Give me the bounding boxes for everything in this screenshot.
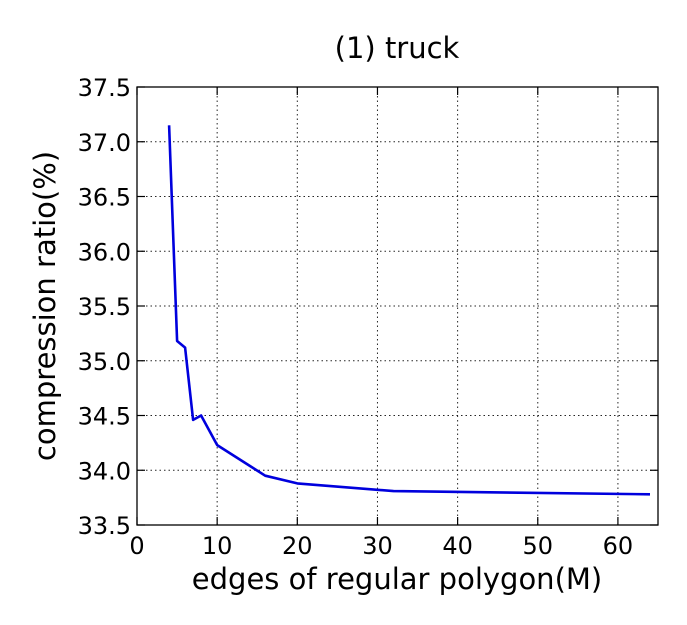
y-tick-label: 36.5 <box>78 184 131 212</box>
y-tick-label: 35.5 <box>78 293 131 321</box>
series-layer <box>167 125 651 496</box>
y-tick-label: 34.5 <box>78 403 131 431</box>
x-tick-labels: 0 10 20 30 40 50 60 <box>129 532 633 560</box>
y-tick-label: 37.0 <box>78 129 131 157</box>
y-axis-label: compression ratio(%) <box>28 151 62 461</box>
x-tick-label: 50 <box>522 532 553 560</box>
y-tick-label: 34.0 <box>78 457 131 485</box>
x-tick-label: 40 <box>442 532 473 560</box>
y-tick-label: 35.0 <box>78 348 131 376</box>
x-tick-label: 0 <box>129 532 144 560</box>
y-tick-label: 37.5 <box>78 74 131 102</box>
y-tick-label: 36.0 <box>78 238 131 266</box>
ticks <box>136 86 658 526</box>
x-axis-label: edges of regular polygon(M) <box>192 562 602 596</box>
x-tick-label: 10 <box>202 532 233 560</box>
series-line-0 <box>167 125 651 496</box>
y-tick-label: 33.5 <box>78 512 131 540</box>
x-tick-label: 30 <box>362 532 393 560</box>
x-tick-label: 60 <box>603 532 634 560</box>
x-tick-label: 20 <box>282 532 313 560</box>
y-tick-labels: 33.5 34.0 34.5 35.0 35.5 36.0 36.5 37.0 37.5 <box>78 74 131 540</box>
grid <box>137 87 658 525</box>
plot-frame <box>136 86 659 526</box>
chart-title: (1) truck <box>335 31 460 65</box>
